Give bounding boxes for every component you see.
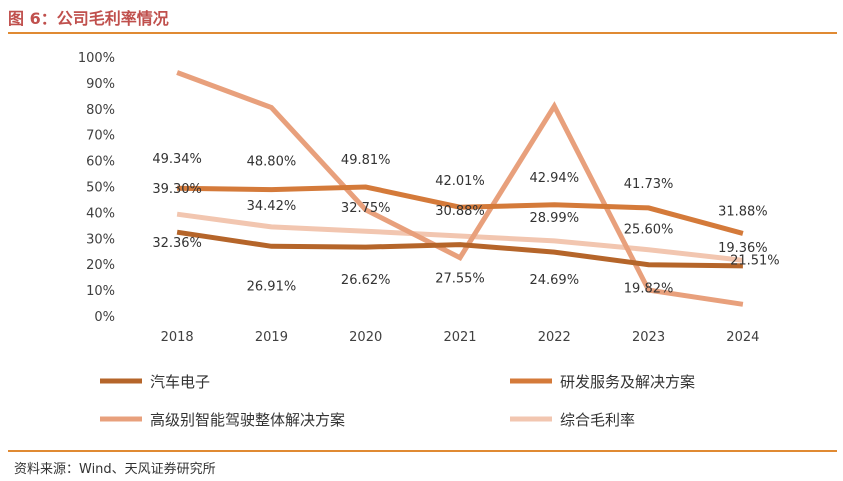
data-label: 31.88%: [718, 204, 768, 219]
source-note: 资料来源：Wind、天风证券研究所: [14, 462, 216, 477]
y-tick-label: 50%: [86, 181, 115, 196]
x-tick-label: 2018: [161, 330, 194, 345]
legend-label: 高级别智能驾驶整体解决方案: [150, 411, 345, 429]
data-label: 32.75%: [341, 201, 391, 216]
data-label: 49.81%: [341, 153, 391, 168]
y-tick-label: 40%: [86, 206, 115, 221]
y-tick-label: 20%: [86, 258, 115, 273]
series-lines: [176, 70, 744, 307]
data-labels: 49.34% 48.80% 49.81% 42.01% 42.94% 41.73% 31.8…: [152, 152, 779, 296]
data-label: 28.99%: [529, 211, 579, 226]
legend-label: 汽车电子: [150, 373, 210, 391]
x-axis: 2018 2019 2020 2021 2022 2023 2024: [161, 330, 760, 345]
series-line-3: [176, 211, 744, 263]
data-label: 49.34%: [152, 152, 202, 167]
series-line-2: [176, 70, 744, 307]
y-tick-label: 80%: [86, 103, 115, 118]
line-chart: 0%10%20%30%40%50%60%70%80%90%100% 2018 20…: [78, 51, 780, 429]
data-label: 27.55%: [435, 272, 485, 287]
data-label: 32.36%: [152, 236, 202, 251]
x-tick-label: 2022: [538, 330, 571, 345]
series-line-0: [176, 229, 743, 269]
series-line-1: [177, 184, 744, 236]
data-label: 42.01%: [435, 174, 485, 189]
top-divider: [8, 32, 837, 34]
y-tick-label: 10%: [86, 284, 115, 299]
data-label: 19.82%: [624, 282, 674, 297]
data-label: 19.36%: [718, 241, 768, 256]
x-tick-label: 2021: [443, 330, 476, 345]
legend-label: 综合毛利率: [560, 411, 635, 429]
y-tick-label: 90%: [86, 77, 115, 92]
x-tick-label: 2019: [255, 330, 288, 345]
data-label: 34.42%: [247, 199, 297, 214]
legend-label: 研发服务及解决方案: [560, 373, 695, 391]
y-tick-label: 60%: [86, 155, 115, 170]
y-axis: 0% 10% 20% 30% 40% 50% 60% 70% 80% 90% 100%: [78, 51, 115, 325]
data-label: 30.88%: [435, 204, 485, 219]
data-label: 39.30%: [152, 182, 202, 197]
figure-title: 图 6：公司毛利率情况: [8, 9, 169, 28]
y-tick-label: 30%: [86, 232, 115, 247]
data-label: 25.60%: [624, 223, 674, 238]
data-label: 21.51%: [730, 253, 780, 268]
data-label: 42.94%: [529, 171, 579, 186]
bottom-divider: [8, 450, 837, 452]
data-label: 48.80%: [247, 155, 297, 170]
data-label: 41.73%: [624, 177, 674, 192]
x-tick-label: 2020: [349, 330, 382, 345]
y-tick-label: 100%: [78, 51, 115, 66]
x-tick-label: 2024: [726, 330, 759, 345]
y-tick-label: 70%: [86, 129, 115, 144]
data-label: 24.69%: [529, 273, 579, 288]
y-tick-label: 0%: [94, 310, 115, 325]
data-label: 26.91%: [247, 279, 297, 294]
data-label: 26.62%: [341, 273, 391, 288]
x-tick-label: 2023: [632, 330, 665, 345]
